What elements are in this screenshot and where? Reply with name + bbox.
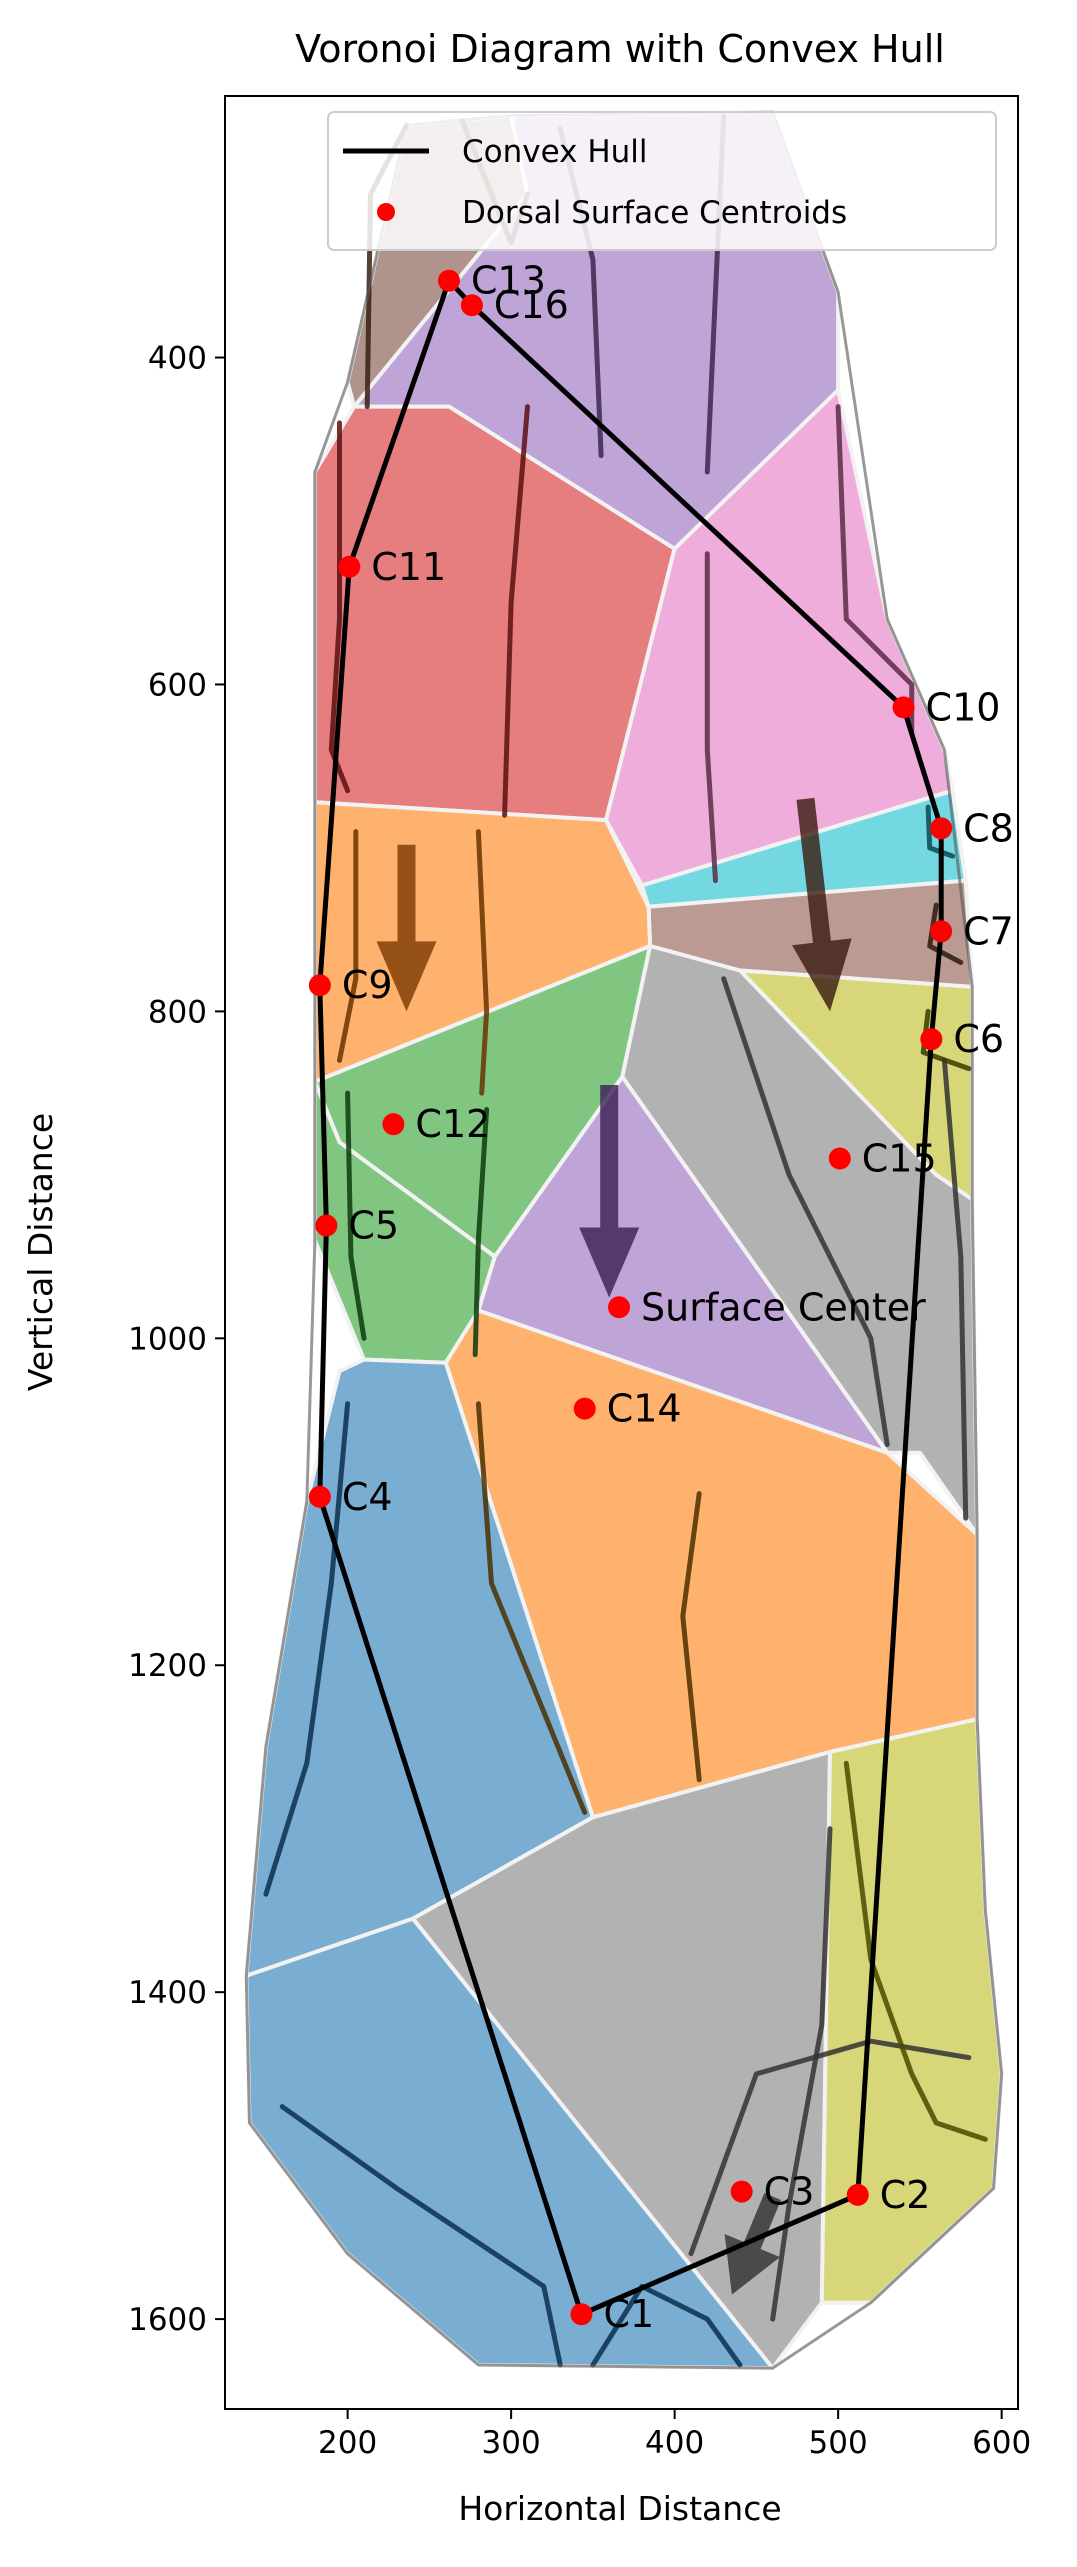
legend: Convex Hull Dorsal Surface Centroids	[327, 111, 997, 251]
surface-outline-path	[244, 110, 1004, 2370]
y-tick-label-1200: 1200	[128, 1648, 207, 1684]
centroid-point-c3	[730, 2180, 753, 2203]
centroid-label-c13: C13	[471, 259, 546, 303]
legend-hull-label: Convex Hull	[462, 134, 648, 170]
chart-title: Voronoi Diagram with Convex Hull	[295, 27, 945, 71]
contour-line-7	[704, 551, 718, 884]
y-tick-label-600: 600	[148, 667, 207, 703]
direction-arrow-2	[792, 797, 852, 1012]
centroid-point-c13	[438, 269, 461, 292]
contour-line-21	[688, 2038, 972, 2257]
centroid-point-c1	[570, 2303, 593, 2326]
contour-line-22	[843, 1760, 988, 2142]
legend-centroid-swatch	[377, 203, 395, 221]
contour-line-11	[472, 1107, 490, 1358]
contour-line-15	[680, 1491, 702, 1783]
y-tick-label-1600: 1600	[128, 2302, 207, 2338]
contour-line-10	[337, 829, 359, 1063]
contour-line-12	[345, 1090, 367, 1341]
centroid-point-c9	[308, 974, 331, 997]
y-tick-label-400: 400	[148, 341, 207, 377]
centroid-label-c5: C5	[348, 1204, 399, 1248]
x-tick-label-500: 500	[809, 2425, 868, 2461]
centroid-label-c8: C8	[963, 806, 1014, 850]
contour-line-6	[328, 420, 351, 794]
centroid-label-c1: C1	[603, 2292, 654, 2336]
centroid-label-c9: C9	[342, 963, 393, 1007]
contour-line-9	[475, 829, 490, 1096]
surface-outline	[244, 110, 1004, 2370]
y-axis-ticks: 400 600 800 1000 1200 1400 1600	[128, 341, 225, 2338]
centroid-label-c3: C3	[764, 2170, 815, 2214]
centroid-label-c12: C12	[415, 1102, 490, 1146]
contour-line-25	[920, 1008, 972, 1072]
centroid-point-c5	[315, 1214, 338, 1237]
contour-line-14	[941, 1057, 969, 1521]
direction-arrows	[376, 797, 852, 2295]
centroid-label-c6: C6	[953, 1017, 1004, 1061]
centroid-label-c10: C10	[926, 685, 1001, 729]
centroid-label-c14: C14	[607, 1387, 682, 1431]
contour-line-17	[263, 1401, 351, 1897]
centroid-point-c16	[460, 294, 483, 317]
centroid-point-c14	[573, 1397, 596, 1420]
direction-arrow-4	[724, 2193, 781, 2295]
centroid-point-surface-center	[608, 1296, 631, 1319]
centroid-point-c10	[892, 696, 915, 719]
contour-line-16	[475, 1401, 588, 1815]
x-tick-label-300: 300	[482, 2425, 541, 2461]
centroid-point-c6	[920, 1028, 943, 1051]
x-tick-label-200: 200	[318, 2425, 377, 2461]
contour-line-18	[279, 2104, 563, 2368]
centroid-label-c7: C7	[963, 909, 1014, 953]
contour-line-5	[502, 404, 530, 818]
contour-line-19	[590, 2283, 743, 2368]
legend-box	[327, 111, 997, 251]
centroid-point-c15	[828, 1147, 851, 1170]
direction-arrow-1	[376, 844, 437, 1012]
x-tick-label-400: 400	[645, 2425, 704, 2461]
x-axis-label: Horizontal Distance	[458, 2489, 781, 2528]
plot-content	[244, 110, 1004, 2371]
contour-line-23	[925, 804, 956, 859]
centroid-label-c11: C11	[371, 545, 446, 589]
centroid-point-c2	[846, 2183, 869, 2206]
plot-frame	[224, 95, 1019, 2410]
centroid-label-c15: C15	[862, 1137, 937, 1181]
contour-line-24	[927, 902, 964, 965]
centroid-point-c7	[930, 920, 953, 943]
y-tick-label-800: 800	[148, 994, 207, 1030]
centroid-point-c8	[930, 817, 953, 840]
contour-line-13	[721, 976, 890, 1448]
x-tick-label-600: 600	[972, 2425, 1031, 2461]
centroid-points	[308, 269, 953, 2326]
y-axis-label: Vertical Distance	[21, 1113, 60, 1391]
centroid-point-c11	[338, 555, 361, 578]
centroid-point-c4	[308, 1485, 331, 1508]
x-axis-ticks: 200 300 400 500 600	[318, 2409, 1031, 2461]
centroid-labels: C1 C2 C3 C4 C5 C6 C7 C8 C9 C10 C11 C12 C13 C14 C15 C16 S…	[342, 259, 1014, 2336]
centroid-label-surface-center: Surface Center	[641, 1285, 926, 1329]
direction-arrow-3	[579, 1085, 640, 1298]
legend-centroid-label: Dorsal Surface Centroids	[462, 195, 847, 231]
centroid-label-c4: C4	[342, 1475, 393, 1519]
centroid-label-c16: C16	[494, 283, 569, 327]
y-tick-label-1000: 1000	[128, 1321, 207, 1357]
contour-line-20	[770, 1826, 833, 2322]
centroid-point-c12	[382, 1113, 405, 1136]
centroid-label-c2: C2	[880, 2173, 931, 2217]
y-tick-label-1400: 1400	[128, 1975, 207, 2011]
